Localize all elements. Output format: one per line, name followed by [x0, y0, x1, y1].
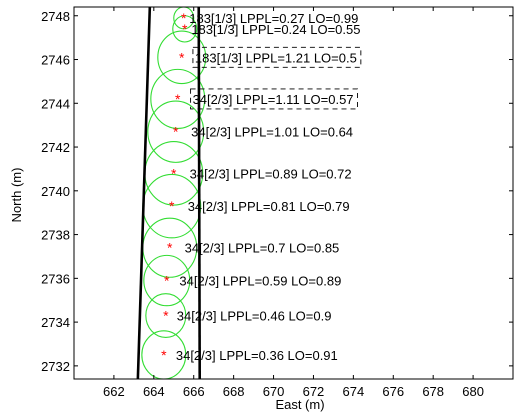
- uncertainty-circle: [150, 68, 206, 129]
- boundary-lines: [136, 6, 202, 380]
- y-axis-label: North (m): [9, 168, 24, 223]
- point-annotation: 183[1/3] LPPL=1.21 LO=0.5: [195, 50, 357, 65]
- data-point-marker: *: [181, 10, 187, 26]
- data-point-marker: *: [171, 165, 177, 181]
- dashed-label-box: [190, 88, 358, 110]
- marker-series: ***********: [161, 10, 188, 363]
- point-annotation: 34[2/3] LPPL=0.89 LO=0.72: [190, 166, 352, 181]
- x-tick-label: 670: [263, 384, 285, 399]
- boundary-line: [197, 6, 202, 380]
- x-tick-label: 662: [103, 384, 125, 399]
- data-point-marker: *: [173, 124, 179, 140]
- data-point-marker: *: [164, 273, 170, 289]
- uncertainty-circle: [143, 254, 191, 307]
- data-point-marker: *: [182, 21, 188, 37]
- point-annotation: 183[1/3] LPPL=0.24 LO=0.55: [191, 22, 360, 37]
- x-tick-label: 676: [382, 384, 404, 399]
- dashed-boxes: [190, 46, 362, 110]
- data-point-marker: *: [167, 240, 173, 256]
- x-tick-label: 680: [462, 384, 484, 399]
- data-point-marker: *: [163, 308, 169, 324]
- data-point-marker: *: [169, 198, 175, 214]
- y-tick-label: 2740: [41, 184, 70, 199]
- point-annotation: 34[2/3] LPPL=0.46 LO=0.9: [177, 309, 332, 324]
- uncertainty-circle: [157, 30, 207, 85]
- y-tick-label: 2736: [41, 271, 70, 286]
- uncertainty-circle: [145, 293, 187, 338]
- point-annotation: 34[2/3] LPPL=1.11 LO=0.57: [193, 92, 354, 107]
- point-annotation: 34[2/3] LPPL=0.36 LO=0.91: [176, 348, 338, 363]
- y-tick-label: 2742: [41, 140, 70, 155]
- x-tick-label: 674: [343, 384, 365, 399]
- y-tick-label: 2738: [41, 228, 70, 243]
- y-tick-label: 2746: [41, 53, 70, 68]
- point-annotation: 34[2/3] LPPL=0.59 LO=0.89: [179, 274, 341, 289]
- uncertainty-circle: [173, 7, 195, 30]
- x-tick-label: 668: [223, 384, 245, 399]
- plot-frame: [73, 6, 514, 380]
- data-point-marker: *: [161, 347, 167, 363]
- data-point-marker: *: [175, 91, 181, 107]
- point-annotation: 183[1/3] LPPL=0.27 LO=0.99: [189, 11, 358, 26]
- point-annotation: 34[2/3] LPPL=0.81 LO=0.79: [188, 199, 350, 214]
- y-tick-label: 2732: [41, 359, 70, 374]
- annotation-labels: 34[2/3] LPPL=0.36 LO=0.91 34[2/3] LPPL=0.…: [176, 11, 361, 363]
- point-annotation: 34[2/3] LPPL=0.7 LO=0.85: [185, 241, 340, 256]
- y-tick-label: 2744: [41, 96, 70, 111]
- uncertainty-circle: [172, 15, 198, 43]
- y-tick-label: 2734: [41, 315, 70, 330]
- dashed-label-box: [192, 46, 362, 68]
- x-tick-label: 666: [183, 384, 205, 399]
- uncertainty-circle: [147, 100, 205, 163]
- x-tick-label: 678: [422, 384, 444, 399]
- x-tick-label: 672: [303, 384, 325, 399]
- axes: 662 664 666 668 670 672 674 676 678 680 2732 2734 27…: [41, 6, 514, 399]
- boundary-line: [136, 6, 152, 380]
- x-axis-label: East (m): [275, 397, 324, 412]
- uncertainty-circle: [141, 330, 187, 379]
- y-tick-label: 2748: [41, 9, 70, 24]
- data-point-marker: *: [179, 49, 185, 65]
- x-tick-label: 664: [143, 384, 165, 399]
- point-annotation: 34[2/3] LPPL=1.01 LO=0.64: [191, 125, 353, 140]
